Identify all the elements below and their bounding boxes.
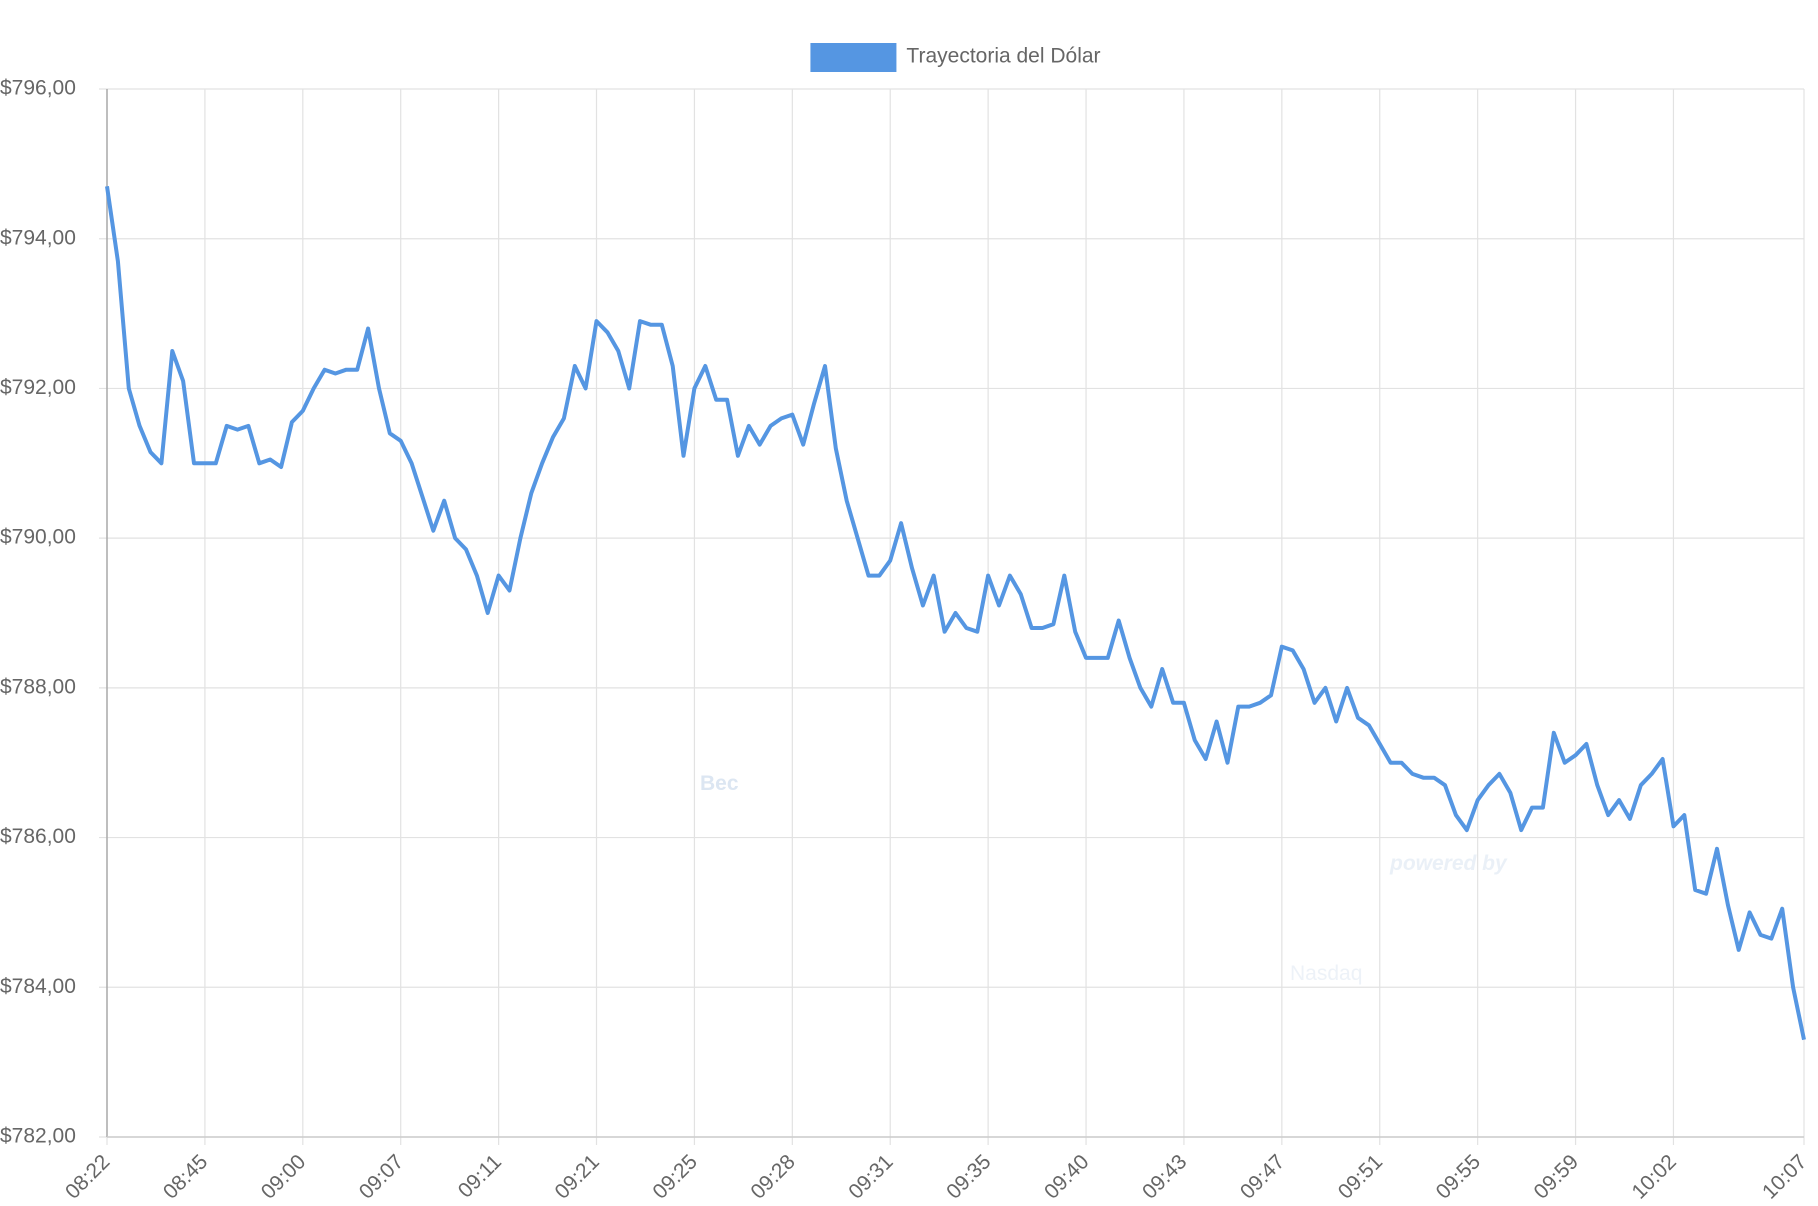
y-tick-label: $796,00 (0, 77, 76, 100)
x-tick-label: 09:00 (257, 1150, 310, 1203)
x-tick-label: 09:21 (551, 1150, 604, 1203)
y-tick-label: $788,00 (0, 675, 76, 698)
legend-label: Trayectoria del Dólar (906, 45, 1100, 68)
x-tick-label: 09:47 (1236, 1150, 1289, 1203)
x-tick-label: 09:55 (1432, 1150, 1485, 1203)
x-tick-label: 09:11 (454, 1150, 506, 1202)
y-tick-label: $786,00 (0, 825, 76, 848)
x-tick-label: 10:07 (1758, 1150, 1811, 1203)
x-tick-label: 09:51 (1334, 1150, 1387, 1203)
x-tick-label: 08:22 (61, 1150, 114, 1203)
x-tick-label: 10:02 (1627, 1150, 1680, 1203)
y-tick-label: $790,00 (0, 526, 76, 549)
watermark-brand: Nasdaq (1290, 962, 1362, 985)
x-tick-label: 09:40 (1040, 1150, 1093, 1203)
y-tick-label: $792,00 (0, 376, 76, 399)
x-tick-label: 09:25 (648, 1150, 701, 1203)
x-tick-label: 08:45 (159, 1150, 212, 1203)
y-tick-label: $794,00 (0, 226, 76, 249)
y-tick-label: $784,00 (0, 975, 76, 998)
watermark-tagline: powered by (1389, 852, 1508, 875)
line-series (105, 186, 1806, 1041)
x-tick-label: 09:28 (746, 1150, 799, 1203)
x-tick-label: 09:43 (1138, 1150, 1191, 1203)
y-tick-label: $782,00 (0, 1125, 76, 1148)
legend-swatch (810, 43, 897, 72)
x-tick-label: 09:07 (355, 1150, 408, 1203)
x-tick-label: 09:31 (844, 1150, 897, 1203)
x-tick-label: 09:35 (942, 1150, 995, 1203)
watermark-logo: Bec (700, 772, 739, 795)
x-tick-label: 09:59 (1530, 1150, 1583, 1203)
